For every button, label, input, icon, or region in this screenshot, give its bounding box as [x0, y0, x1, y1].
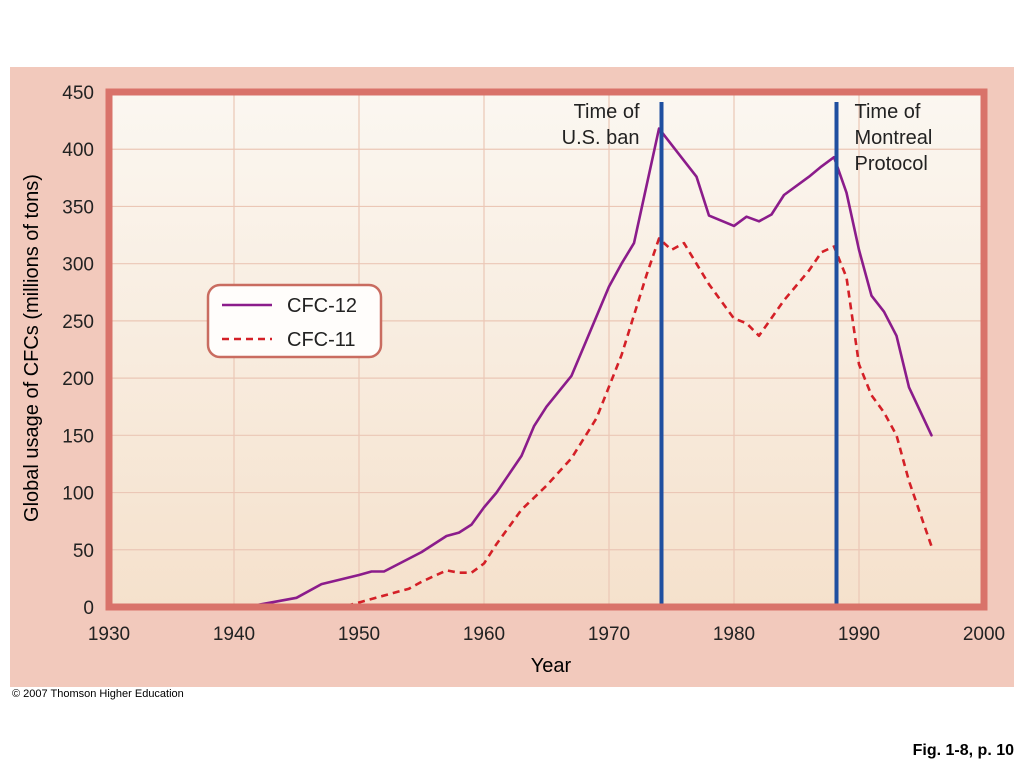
x-axis-label: Year	[531, 655, 572, 677]
x-tick-label: 1990	[838, 624, 880, 645]
y-tick-label: 100	[62, 484, 94, 505]
figure-reference: Fig. 1-8, p. 10	[912, 742, 1014, 759]
x-tick-label: 1960	[463, 624, 505, 645]
x-tick-label: 1930	[88, 624, 130, 645]
annotation-label: Time of	[574, 101, 640, 123]
annotation-layer: Time of U.S. ban Time of Montreal Protocol	[562, 101, 933, 607]
series-line-cfc-12	[245, 127, 933, 609]
legend-label: CFC-11	[287, 329, 356, 351]
x-tick-label: 1940	[213, 624, 255, 645]
x-tick-label: 1980	[713, 624, 755, 645]
x-tick-labels: 1930 1940 1950 1960 1970 1980 1990 2000	[88, 624, 1005, 645]
annotation-label: Protocol	[855, 153, 928, 175]
y-tick-label: 350	[62, 197, 94, 218]
x-tick-label: 1950	[338, 624, 380, 645]
y-tick-label: 150	[62, 426, 94, 447]
annotation-label: U.S. ban	[562, 127, 640, 149]
y-tick-label: 50	[73, 541, 94, 562]
y-tick-label: 250	[62, 312, 94, 333]
x-tick-label: 2000	[963, 624, 1005, 645]
y-tick-label: 200	[62, 369, 94, 390]
legend: CFC-12 CFC-11	[206, 283, 383, 359]
annotation-label: Time of	[855, 101, 921, 123]
series-layer	[245, 127, 933, 609]
annotation-label: Montreal	[855, 127, 933, 149]
y-tick-label: 0	[83, 598, 94, 619]
series-line-cfc-11	[346, 237, 933, 608]
y-tick-label: 400	[62, 140, 94, 161]
plot-frame	[105, 88, 988, 611]
copyright-text: © 2007 Thomson Higher Education	[12, 688, 184, 700]
y-tick-label: 450	[62, 83, 94, 104]
legend-label: CFC-12	[287, 295, 357, 317]
y-axis-label: Global usage of CFCs (millions of tons)	[21, 174, 43, 522]
x-tick-label: 1970	[588, 624, 630, 645]
y-tick-labels: 0 50 100 150 200 250 300 350 400 450	[62, 83, 94, 619]
y-tick-label: 300	[62, 255, 94, 276]
